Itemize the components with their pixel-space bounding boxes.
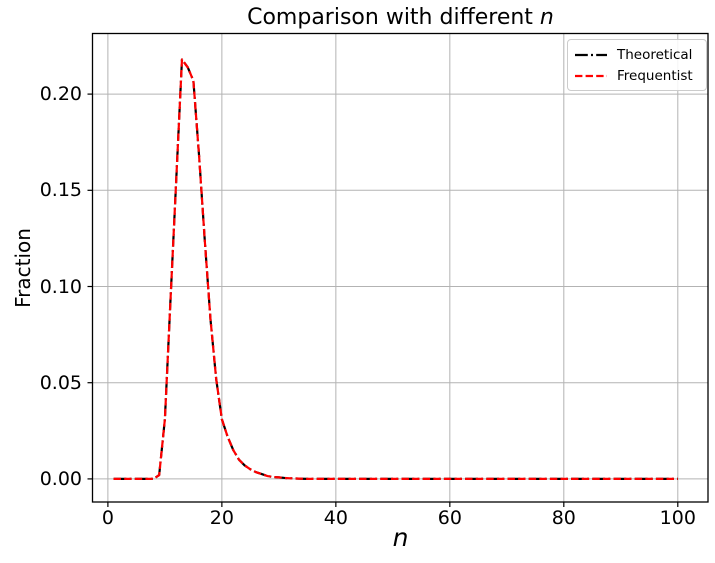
legend: Theoretical Frequentist (567, 39, 707, 91)
x-tick-label: 0 (101, 507, 114, 529)
chart-title-text: Comparison with different (247, 5, 540, 30)
legend-label-frequentist: Frequentist (617, 67, 693, 84)
x-tick-label: 40 (323, 507, 348, 529)
y-tick-label: 0.10 (39, 275, 82, 298)
chart-title-var: n (539, 5, 554, 30)
y-axis-label: Fraction (11, 228, 35, 308)
legend-entry-frequentist: Frequentist (575, 68, 699, 84)
y-tick-label: 0.05 (39, 371, 82, 394)
x-tick-label: 60 (437, 507, 462, 529)
series-line-frequentist (113, 58, 678, 481)
x-tick-label: 20 (209, 507, 234, 529)
x-tick-label: 80 (551, 507, 576, 529)
frequentist-line-sample-icon (575, 74, 607, 77)
legend-entry-theoretical: Theoretical (575, 47, 699, 63)
y-tick-label: 0.20 (39, 83, 82, 106)
y-tick-label: 0.00 (39, 467, 82, 490)
theoretical-line-sample-icon (575, 53, 607, 56)
chart-title: Comparison with different n (93, 5, 708, 30)
x-axis-label: n (392, 523, 409, 552)
x-tick-label: 100 (659, 507, 696, 529)
y-tick-label: 0.15 (39, 179, 82, 202)
axes-spines (91, 32, 709, 503)
series-line-theoretical (113, 58, 678, 481)
legend-label-theoretical: Theoretical (617, 46, 693, 63)
